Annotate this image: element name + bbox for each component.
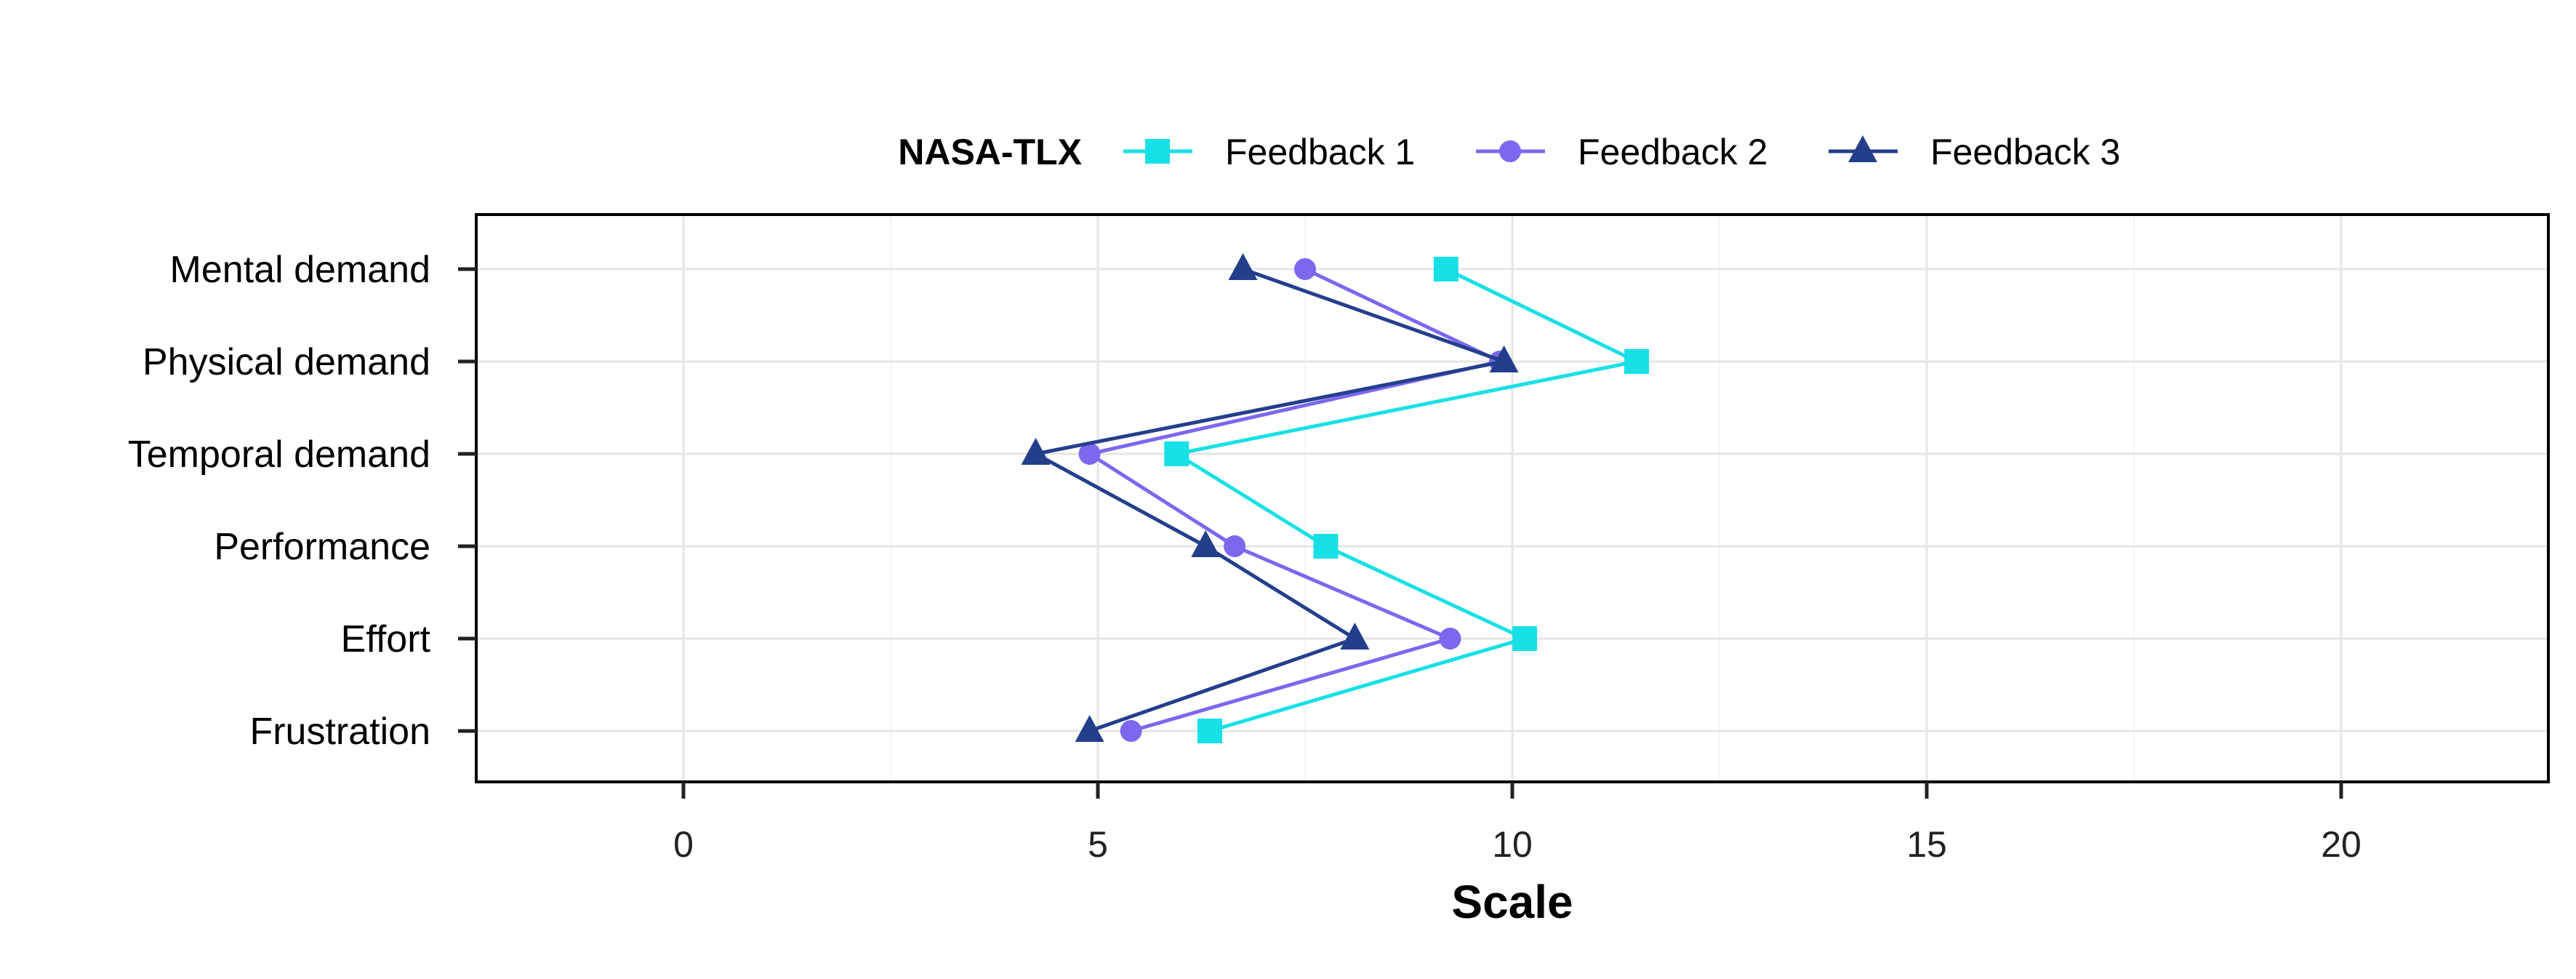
data-point <box>1224 535 1246 557</box>
category-label: Performance <box>214 526 430 568</box>
data-point <box>1075 715 1104 742</box>
legend-title: NASA-TLX <box>898 132 1082 172</box>
plot-panel <box>475 213 2550 783</box>
data-point <box>1340 623 1370 650</box>
category-label: Mental demand <box>170 249 430 291</box>
legend-item: Feedback 2 <box>1476 132 1768 172</box>
legend-item: Feedback 1 <box>1123 132 1415 172</box>
x-tick-label: 0 <box>673 824 694 865</box>
data-point <box>1191 530 1221 557</box>
series-2 <box>1078 258 1511 742</box>
x-tick-label: 10 <box>1492 824 1533 865</box>
data-point <box>1164 441 1189 466</box>
data-point <box>1439 628 1461 650</box>
legend-label: Feedback 1 <box>1225 132 1415 172</box>
legend-item: Feedback 3 <box>1829 132 2120 172</box>
series-line <box>1030 267 1512 733</box>
legend-label: Feedback 2 <box>1578 132 1768 172</box>
series-line <box>1171 267 1642 733</box>
data-point <box>1078 443 1101 465</box>
series-3 <box>1021 253 1519 742</box>
x-axis: 0 5 10 15 20 <box>673 782 2362 865</box>
data-point <box>1624 349 1649 374</box>
category-label: Temporal demand <box>128 433 430 476</box>
data-point <box>1489 345 1519 372</box>
legend-key-marker <box>1499 140 1521 162</box>
x-tick-label: 15 <box>1906 824 1947 865</box>
data-point <box>1120 720 1142 742</box>
category-label: Effort <box>341 618 431 660</box>
y-axis: Mental demand Physical demand Temporal dem… <box>128 249 476 753</box>
series-1 <box>1164 257 1649 743</box>
legend: NASA-TLX Feedback 1 Feedback 2 Feedback 3 <box>898 132 2120 172</box>
legend-label: Feedback 3 <box>1930 132 2120 172</box>
data-point <box>1294 258 1316 280</box>
data-point <box>1433 257 1458 281</box>
x-axis-title: Scale <box>1451 876 1573 928</box>
category-label: Frustration <box>249 711 430 753</box>
data-point <box>1228 253 1258 280</box>
data-point <box>1313 534 1339 559</box>
data-point <box>1021 438 1051 465</box>
x-tick-label: 5 <box>1088 824 1108 865</box>
series-line <box>1085 267 1506 733</box>
legend-key-marker <box>1145 139 1170 164</box>
data-point <box>1197 719 1222 743</box>
data-point <box>1512 626 1538 651</box>
legend-key-marker <box>1848 135 1877 162</box>
category-label: Physical demand <box>143 341 430 383</box>
x-tick-label: 20 <box>2321 824 2362 865</box>
